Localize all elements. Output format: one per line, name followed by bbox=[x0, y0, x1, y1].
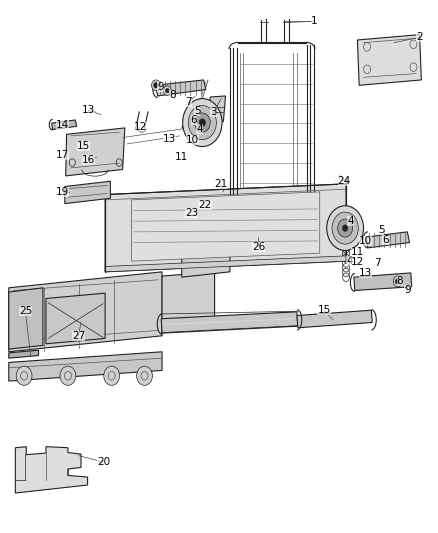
Polygon shape bbox=[357, 35, 421, 85]
Circle shape bbox=[396, 279, 400, 284]
Circle shape bbox=[163, 86, 171, 95]
Text: 15: 15 bbox=[77, 141, 90, 151]
Text: 13: 13 bbox=[359, 269, 372, 278]
Text: 26: 26 bbox=[252, 242, 265, 252]
Polygon shape bbox=[354, 273, 412, 290]
Circle shape bbox=[166, 88, 169, 93]
Text: 24: 24 bbox=[338, 176, 351, 186]
Text: 3: 3 bbox=[210, 107, 217, 117]
Polygon shape bbox=[9, 272, 162, 352]
Text: 14: 14 bbox=[56, 120, 69, 130]
Text: 4: 4 bbox=[347, 216, 354, 225]
Polygon shape bbox=[366, 232, 410, 248]
Circle shape bbox=[393, 276, 402, 287]
Text: 17: 17 bbox=[56, 150, 69, 159]
Polygon shape bbox=[161, 312, 298, 333]
Text: 9: 9 bbox=[157, 83, 164, 92]
Polygon shape bbox=[297, 310, 372, 328]
Circle shape bbox=[199, 119, 205, 126]
Polygon shape bbox=[131, 192, 320, 261]
Polygon shape bbox=[105, 256, 346, 272]
Circle shape bbox=[154, 83, 158, 88]
Circle shape bbox=[16, 366, 32, 385]
Text: 22: 22 bbox=[198, 200, 212, 210]
Text: 19: 19 bbox=[56, 187, 69, 197]
Text: 12: 12 bbox=[351, 257, 364, 267]
Circle shape bbox=[104, 366, 120, 385]
Polygon shape bbox=[9, 352, 162, 381]
Circle shape bbox=[60, 366, 76, 385]
Text: 5: 5 bbox=[378, 225, 385, 235]
Text: 27: 27 bbox=[72, 331, 85, 341]
Polygon shape bbox=[65, 181, 110, 204]
Polygon shape bbox=[182, 118, 199, 131]
Text: 10: 10 bbox=[359, 237, 372, 246]
Text: 7: 7 bbox=[374, 259, 381, 268]
Circle shape bbox=[152, 80, 160, 91]
Text: 10: 10 bbox=[186, 135, 199, 145]
Text: 4: 4 bbox=[196, 124, 203, 134]
Circle shape bbox=[332, 212, 358, 244]
Text: 11: 11 bbox=[351, 247, 364, 257]
Text: 21: 21 bbox=[215, 179, 228, 189]
Circle shape bbox=[183, 99, 222, 147]
Polygon shape bbox=[182, 216, 230, 277]
Circle shape bbox=[188, 106, 216, 140]
Polygon shape bbox=[52, 120, 77, 130]
Polygon shape bbox=[15, 447, 88, 493]
Text: 23: 23 bbox=[185, 208, 198, 218]
Text: 6: 6 bbox=[191, 115, 198, 125]
Circle shape bbox=[194, 113, 210, 132]
Polygon shape bbox=[155, 80, 206, 96]
Text: 20: 20 bbox=[97, 457, 110, 467]
Text: 15: 15 bbox=[318, 305, 331, 315]
Polygon shape bbox=[9, 288, 43, 349]
Circle shape bbox=[343, 225, 348, 231]
Text: 7: 7 bbox=[185, 98, 192, 107]
Text: 25: 25 bbox=[19, 306, 32, 316]
Text: 12: 12 bbox=[134, 122, 147, 132]
Circle shape bbox=[137, 366, 152, 385]
Polygon shape bbox=[208, 96, 226, 123]
Polygon shape bbox=[46, 293, 105, 344]
Text: 11: 11 bbox=[175, 152, 188, 161]
Polygon shape bbox=[66, 128, 125, 176]
Polygon shape bbox=[9, 350, 39, 358]
Text: 6: 6 bbox=[382, 236, 389, 245]
Text: 5: 5 bbox=[194, 106, 201, 116]
Text: 9: 9 bbox=[404, 286, 411, 295]
Polygon shape bbox=[162, 272, 215, 325]
Circle shape bbox=[338, 219, 353, 237]
Polygon shape bbox=[105, 184, 346, 272]
Text: 1: 1 bbox=[311, 17, 318, 26]
Circle shape bbox=[327, 206, 364, 251]
Text: 8: 8 bbox=[396, 277, 403, 286]
Text: 16: 16 bbox=[82, 155, 95, 165]
Text: 13: 13 bbox=[163, 134, 176, 144]
Text: 2: 2 bbox=[416, 33, 423, 42]
Text: 4: 4 bbox=[346, 256, 353, 266]
Text: 13: 13 bbox=[82, 106, 95, 115]
Text: 8: 8 bbox=[169, 90, 176, 100]
